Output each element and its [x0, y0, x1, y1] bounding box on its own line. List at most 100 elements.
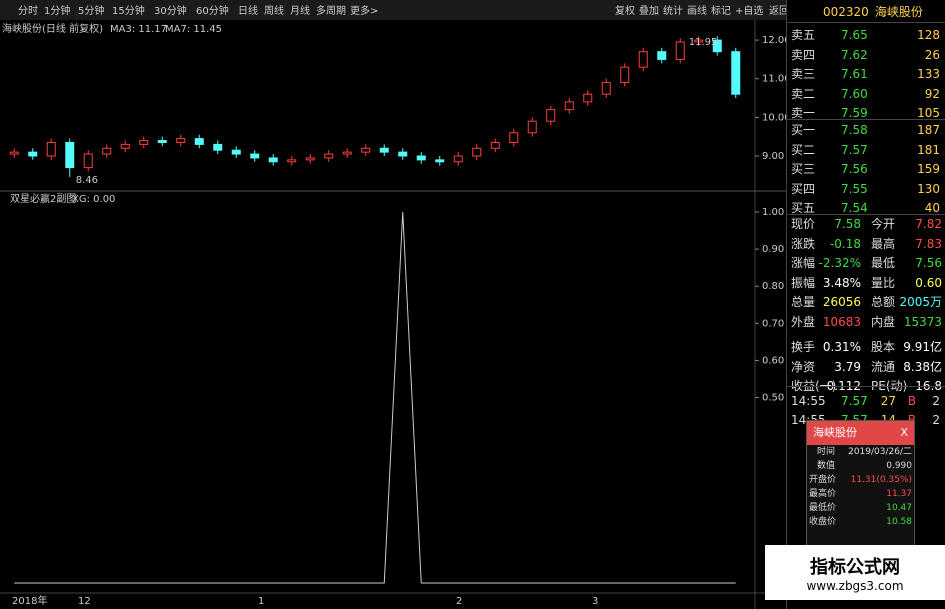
tool-button[interactable]: 叠加 — [639, 5, 659, 17]
period-tab[interactable]: 30分钟 — [154, 4, 187, 17]
order-label: 卖五 — [791, 28, 816, 42]
candle-body — [638, 51, 648, 68]
period-tab[interactable]: 15分钟 — [112, 4, 145, 17]
period-tab[interactable]: 周线 — [264, 4, 284, 17]
period-tab[interactable]: 更多> — [350, 4, 378, 17]
date-label: 3 — [592, 596, 598, 607]
candle-body — [527, 120, 537, 134]
order-price: 7.57 — [841, 142, 868, 157]
order-label: 卖二 — [791, 86, 816, 101]
stat-label: 净资 — [791, 359, 816, 374]
candle-body — [675, 41, 685, 60]
tool-button[interactable]: 统计 — [663, 4, 683, 17]
candle-body — [342, 151, 352, 155]
toolbar-bg — [0, 0, 786, 20]
order-price: 7.56 — [841, 162, 868, 176]
trade-cell: 14:55 — [791, 394, 826, 408]
order-row: 卖三 7.61 133 — [787, 65, 945, 84]
y-tick-label: 9.00 — [762, 151, 784, 162]
stat-label: 内盘 — [871, 314, 896, 329]
tool-button[interactable]: 标记 — [711, 5, 731, 17]
period-tab[interactable]: 分时 — [18, 5, 38, 17]
y-tick-label: 1.00 — [762, 207, 784, 218]
popup-close[interactable]: X — [900, 426, 908, 439]
popup-row: 时间 2019/03/26/二 — [807, 445, 914, 459]
stat-row: 外盘 10683 内盘 15373 — [787, 313, 945, 332]
candle-body — [305, 157, 315, 161]
popup-header: 海峡股份 X — [807, 421, 914, 445]
trade-cell: 2 — [932, 413, 940, 427]
tool-button[interactable]: +自选 — [735, 4, 763, 17]
y-tick-label: 0.80 — [762, 281, 784, 292]
popup-row: 收盘价 10.58 — [807, 515, 914, 529]
period-tab[interactable]: 月线 — [290, 4, 310, 17]
candle-body — [176, 138, 186, 143]
trade-row: 14:55 7.57 27 B 2 — [787, 392, 945, 411]
tool-button[interactable]: 画线 — [687, 4, 707, 17]
period-tab[interactable]: 5分钟 — [78, 4, 104, 17]
quote-header: 002320 海峡股份 — [823, 3, 923, 20]
stat-label: 最低 — [871, 256, 896, 270]
date-label: 2018年 — [12, 594, 47, 607]
stat-value: -0.18 — [829, 236, 861, 251]
order-price: 7.54 — [841, 201, 868, 215]
candle-body — [194, 138, 204, 145]
period-tab[interactable]: 日线 — [238, 4, 258, 17]
y-tick-label: 0.70 — [762, 318, 784, 329]
order-volume: 130 — [917, 181, 940, 196]
stat-row: 换手 0.31% 股本 9.91亿 — [787, 338, 945, 357]
order-row: 买五 7.54 40 — [787, 199, 945, 218]
popup-label: 最高价 — [809, 489, 837, 499]
popup-label: 开盘价 — [809, 475, 837, 485]
order-price: 7.65 — [841, 28, 868, 42]
candle-body — [361, 147, 371, 153]
popup-row: 开盘价 11.31(0.35%) — [807, 473, 914, 487]
order-price: 7.58 — [841, 123, 868, 137]
y-tick-label: 0.90 — [762, 244, 784, 255]
popup-value: 10.58 — [886, 517, 912, 527]
candle-body — [509, 132, 519, 143]
stat-value: 10683 — [822, 314, 861, 329]
tool-button[interactable]: 返回 — [769, 5, 786, 17]
indicator-line — [14, 211, 736, 584]
candle-body — [657, 51, 667, 60]
stat-label: 现价 — [791, 217, 816, 231]
date-label: 1 — [258, 596, 264, 607]
period-tab[interactable]: 多周期 — [316, 4, 346, 17]
watermark-url: www.zbgs3.com — [806, 579, 904, 593]
y-tick-label: 11.00 — [762, 74, 786, 85]
order-volume: 159 — [917, 162, 940, 176]
order-label: 买三 — [791, 162, 816, 176]
stock-name: 海峡股份 — [874, 5, 923, 19]
y-tick-label: 0.60 — [762, 355, 784, 366]
popup-label: 最低价 — [809, 503, 837, 513]
popup-label: 收盘价 — [809, 517, 837, 527]
order-label: 卖一 — [791, 106, 816, 120]
date-label: 2 — [456, 596, 462, 607]
stat-value: 2005万 — [899, 295, 942, 309]
chart-title: 海峡股份(日线 前复权) — [2, 22, 103, 35]
stat-value: 7.58 — [834, 217, 861, 231]
order-row: 买一 7.58 187 — [787, 121, 945, 140]
period-tab[interactable]: 60分钟 — [196, 4, 229, 17]
watermark: 指标公式网 www.zbgs3.com — [765, 545, 945, 600]
ma3-label: MA3: 11.17 — [110, 24, 167, 35]
candle-body — [472, 147, 482, 157]
candle-body — [731, 51, 741, 95]
order-row: 卖一 7.59 105 — [787, 104, 945, 123]
order-row: 买三 7.56 159 — [787, 160, 945, 179]
order-volume: 40 — [924, 201, 940, 215]
popup-row: 最高价 11.37 — [807, 487, 914, 501]
separator — [787, 119, 945, 120]
stat-label: 量比 — [871, 275, 896, 290]
period-tab[interactable]: 1分钟 — [44, 4, 70, 17]
stat-value: 8.38亿 — [903, 359, 942, 374]
order-volume: 128 — [917, 28, 940, 42]
watermark-name: 指标公式网 — [810, 557, 900, 578]
stat-label: 涨跌 — [791, 236, 816, 251]
order-volume: 181 — [917, 142, 940, 157]
trade-cell: 2 — [932, 394, 940, 408]
tool-button[interactable]: 复权 — [615, 4, 635, 17]
order-row: 卖二 7.60 92 — [787, 85, 945, 104]
